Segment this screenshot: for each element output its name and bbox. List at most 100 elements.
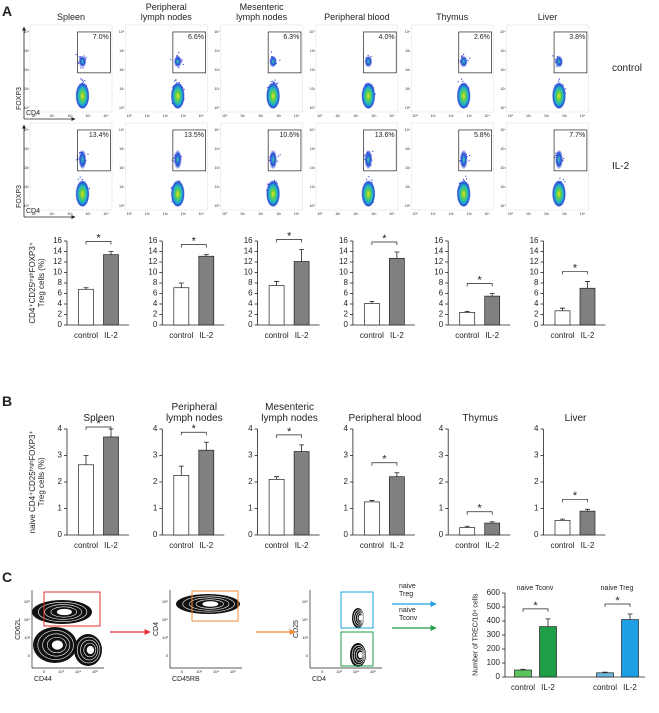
bar bbox=[364, 501, 380, 536]
x-tick-label: 10⁰ bbox=[508, 212, 514, 216]
y-tick-label: 1 bbox=[343, 504, 348, 513]
y-tick-label: 10² bbox=[24, 166, 30, 170]
chart-title: Thymus bbox=[462, 413, 498, 424]
y-tick-label: 10 bbox=[53, 268, 62, 277]
bar bbox=[78, 464, 94, 536]
y-axis-label: naive CD4⁺CD25ʰⁱᵍʰFOXP3⁺ Treg cells (%) bbox=[28, 430, 46, 534]
row-label: IL-2 bbox=[612, 161, 630, 172]
y-tick-label: 10 bbox=[339, 268, 348, 277]
event-dot bbox=[461, 78, 463, 80]
y-tick-label: 1 bbox=[153, 504, 158, 513]
y-tick-label: 0 bbox=[343, 530, 348, 539]
y-tick-label: 10³ bbox=[24, 49, 30, 53]
group-label: naive Tconv bbox=[517, 585, 554, 592]
x-tick-label: 10⁰ bbox=[31, 114, 37, 118]
contour-line bbox=[353, 609, 364, 627]
plot-frame bbox=[506, 24, 589, 113]
y-tick-label: 12 bbox=[530, 257, 539, 266]
y-tick-label: 6 bbox=[58, 289, 63, 298]
error-bar bbox=[489, 293, 495, 297]
chart-title: Mesenteric lymph nodes bbox=[261, 402, 318, 424]
bar bbox=[268, 285, 285, 326]
error-bar bbox=[464, 310, 470, 313]
significance-star: * bbox=[478, 503, 483, 515]
x-tick-label: 10⁰ bbox=[317, 212, 323, 216]
gate bbox=[458, 31, 492, 74]
y-tick-label: 6 bbox=[153, 289, 158, 298]
y-tick-label: 2 bbox=[343, 310, 348, 319]
y-tick-label: 300 bbox=[487, 630, 501, 639]
event-dot bbox=[84, 79, 86, 82]
y-tick-label: 10³ bbox=[310, 49, 316, 53]
y-tick-label: 10⁴ bbox=[24, 30, 30, 34]
tissue-title: Peripheral lymph nodes bbox=[140, 2, 192, 23]
error-bar bbox=[203, 441, 209, 451]
x-tick-label: control bbox=[169, 541, 193, 550]
y-tick-label: 12 bbox=[53, 257, 62, 266]
y-tick-label: 0 bbox=[439, 530, 444, 539]
plot-frame bbox=[220, 122, 303, 211]
error-bar bbox=[585, 508, 590, 512]
y-tick-label: 16 bbox=[434, 236, 443, 245]
y-axis-label: Number of TREC/10⁴ cells bbox=[472, 593, 480, 677]
gate bbox=[340, 631, 374, 667]
bar bbox=[596, 672, 614, 678]
y-tick-label: 8 bbox=[343, 278, 348, 287]
bar bbox=[554, 520, 571, 536]
significance-bracket bbox=[276, 239, 302, 243]
x-tick-label: 10⁴ bbox=[213, 669, 219, 674]
error-bar bbox=[627, 613, 633, 620]
x-tick-label: control bbox=[74, 331, 98, 340]
y-tick-label: 4 bbox=[153, 424, 158, 433]
population bbox=[78, 149, 87, 170]
gate-label: 5.8% bbox=[474, 132, 490, 139]
y-tick-label: 10³ bbox=[119, 49, 125, 53]
plot-frame bbox=[315, 24, 399, 113]
significance-star: * bbox=[382, 233, 387, 245]
x-tick-label: 10² bbox=[544, 114, 550, 118]
y-axis-label: CD25 bbox=[293, 620, 300, 638]
population bbox=[269, 149, 278, 170]
significance-star: * bbox=[287, 230, 292, 242]
contour-line bbox=[80, 639, 99, 661]
error-bar bbox=[274, 281, 280, 286]
x-tick-label: IL-2 bbox=[199, 331, 213, 340]
population bbox=[266, 80, 281, 109]
event-dot bbox=[463, 53, 465, 55]
y-tick-label: 2 bbox=[248, 310, 253, 319]
x-tick-label: 0 bbox=[321, 669, 324, 674]
significance-star: * bbox=[382, 454, 387, 466]
event-dot bbox=[171, 201, 173, 203]
y-tick-label: 10⁰ bbox=[119, 106, 125, 110]
y-tick-label: 10 bbox=[148, 268, 157, 277]
significance-bracket bbox=[371, 241, 398, 246]
event-dot bbox=[76, 159, 78, 161]
tissue-title: Spleen bbox=[56, 12, 86, 23]
contour-line bbox=[42, 633, 71, 657]
population bbox=[554, 55, 563, 68]
tissue-title: Thymus bbox=[436, 12, 469, 23]
y-tick-label: 16 bbox=[244, 236, 253, 245]
contour-line bbox=[358, 651, 363, 659]
y-tick-label: 10³ bbox=[500, 147, 506, 151]
y-tick-label: 10¹ bbox=[24, 185, 30, 189]
event-dot bbox=[279, 59, 281, 62]
y-tick-label: 10¹ bbox=[215, 185, 221, 189]
y-tick-label: 12 bbox=[339, 257, 348, 266]
chart-title: Spleen bbox=[83, 413, 115, 424]
y-tick-label: 6 bbox=[248, 289, 253, 298]
x-tick-label: control bbox=[593, 683, 617, 692]
y-tick-label: 10¹ bbox=[310, 185, 316, 189]
x-tick-label: 10² bbox=[163, 212, 169, 216]
contour-line bbox=[355, 611, 364, 625]
y-tick-label: 12 bbox=[148, 257, 157, 266]
contour-line bbox=[182, 595, 235, 613]
x-tick-label: 10¹ bbox=[240, 114, 246, 118]
event-dot bbox=[173, 80, 175, 82]
x-tick-label: 10² bbox=[449, 114, 455, 118]
y-tick-label: 100 bbox=[487, 658, 501, 667]
y-tick-label: 8 bbox=[153, 278, 158, 287]
x-tick-label: IL-2 bbox=[295, 541, 309, 550]
error-bar bbox=[178, 465, 184, 476]
x-tick-label: control bbox=[265, 541, 289, 550]
